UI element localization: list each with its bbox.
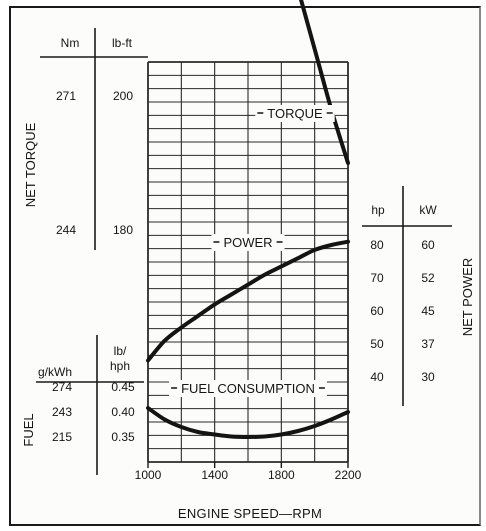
chart-curves — [146, 0, 350, 440]
x-tick-label: 1800 — [268, 468, 295, 482]
fuel-tick-lbhph: 0.45 — [111, 380, 135, 394]
fuel-tick-gkwh: 243 — [52, 405, 72, 419]
fuel-axis-title: FUEL — [21, 413, 36, 446]
series-line-fuel-consumption — [146, 406, 350, 440]
power-axis-title: NET POWER — [460, 258, 475, 337]
power-tick-kw: 30 — [421, 370, 435, 384]
fuel-tick-lbhph: 0.35 — [111, 430, 135, 444]
power-ticks: 80 60 70 52 60 45 50 37 40 30 — [370, 238, 435, 384]
power-unit-hp: hp — [371, 203, 385, 217]
x-tick-label: 2200 — [335, 468, 362, 482]
torque-tick-lbft: 200 — [113, 89, 133, 103]
series-label-background — [255, 105, 335, 122]
power-unit-kw: kW — [419, 203, 437, 217]
series-label-background — [211, 234, 285, 251]
x-axis-title: ENGINE SPEED—RPM — [178, 506, 322, 521]
x-tick-label: 1000 — [135, 468, 162, 482]
power-tick-kw: 45 — [421, 304, 435, 318]
power-tick-kw: 37 — [421, 337, 435, 351]
series-label: POWER — [223, 235, 272, 250]
torque-ticks: 260353240325220298200271180244 — [56, 89, 133, 237]
torque-unit-lbft: lb-ft — [112, 36, 133, 50]
fuel-tick-gkwh: 215 — [52, 430, 72, 444]
torque-tick-nm: 271 — [56, 89, 76, 103]
x-ticks: 1000 1400 1800 2200 — [135, 462, 362, 482]
series-line-torque — [299, 0, 350, 165]
torque-unit-nm: Nm — [61, 36, 80, 50]
fuel-tick-lbhph: 0.40 — [111, 405, 135, 419]
fuel-unit-gkwh: g/kWh — [38, 365, 72, 379]
power-tick-hp: 80 — [370, 238, 384, 252]
series-label: FUEL CONSUMPTION — [181, 381, 315, 396]
x-tick-label: 1400 — [201, 468, 228, 482]
series-label-background — [169, 380, 327, 397]
power-tick-hp: 70 — [370, 271, 384, 285]
power-tick-hp: 50 — [370, 337, 384, 351]
torque-axis-title: NET TORQUE — [23, 122, 38, 207]
power-tick-hp: 40 — [370, 370, 384, 384]
fuel-unit-lbhph: lb/hph — [110, 344, 130, 373]
series-line-power — [146, 239, 350, 363]
torque-tick-lbft: 180 — [113, 223, 133, 237]
power-tick-kw: 52 — [421, 271, 435, 285]
series-label: TORQUE — [267, 106, 323, 121]
torque-tick-nm: 244 — [56, 223, 76, 237]
fuel-ticks: 0.45 274 0.40 243 0.35 215 — [52, 380, 135, 444]
power-tick-kw: 60 — [421, 238, 435, 252]
series-labels: TORQUE POWER FUEL CONSUMPTION — [169, 105, 335, 397]
power-tick-hp: 60 — [370, 304, 384, 318]
fuel-tick-gkwh: 274 — [52, 380, 72, 394]
